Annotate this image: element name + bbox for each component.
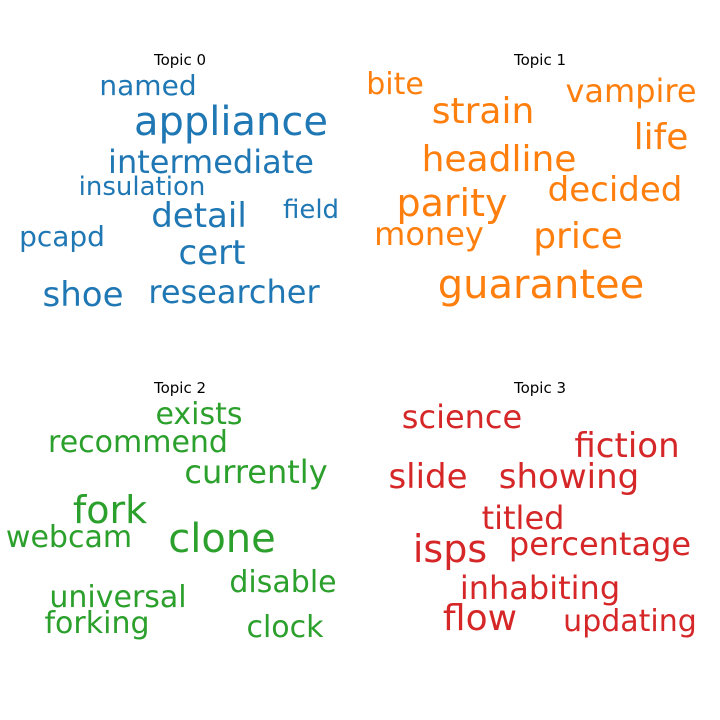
- word-titled: titled: [481, 499, 565, 537]
- word-intermediate: intermediate: [108, 143, 314, 181]
- word-guarantee: guarantee: [437, 262, 645, 308]
- word-forking: forking: [44, 606, 150, 641]
- word-researcher: researcher: [148, 273, 320, 311]
- word-detail: detail: [151, 196, 247, 236]
- word-universal: universal: [49, 580, 187, 615]
- word-exists: exists: [155, 397, 243, 432]
- word-clock: clock: [246, 610, 324, 645]
- word-fiction: fiction: [574, 426, 680, 466]
- word-parity: parity: [396, 181, 508, 225]
- word-cert: cert: [178, 233, 246, 273]
- word-bite: bite: [366, 67, 424, 102]
- word-money: money: [374, 215, 484, 253]
- word-currently: currently: [184, 453, 328, 491]
- panel-topic-3: Topic 3 isps percentage fiction inhabiting t…: [360, 328, 720, 688]
- word-inhabiting: inhabiting: [459, 569, 621, 607]
- panel-title: Topic 1: [513, 51, 567, 69]
- panel-title: Topic 0: [153, 51, 207, 69]
- word-appliance: appliance: [134, 99, 328, 145]
- panel-topic-2: Topic 2 clone fork currently recommend unive…: [0, 328, 360, 688]
- word-recommend: recommend: [48, 425, 228, 460]
- panel-topic-0: Topic 0 appliance intermediate detail cert r…: [0, 0, 360, 360]
- word-showing: showing: [498, 457, 640, 497]
- word-price: price: [533, 216, 623, 257]
- word-percentage: percentage: [508, 525, 692, 563]
- word-vampire: vampire: [565, 72, 697, 110]
- word-updating: updating: [563, 604, 697, 639]
- word-isps: isps: [412, 527, 488, 571]
- word-headline: headline: [421, 139, 577, 180]
- word-life: life: [633, 117, 689, 158]
- word-named: named: [99, 69, 197, 102]
- panel-title: Topic 3: [513, 379, 567, 397]
- word-clone: clone: [168, 516, 276, 562]
- word-shoe: shoe: [42, 275, 124, 315]
- word-flow: flow: [442, 598, 518, 639]
- word-pcapd: pcapd: [19, 220, 105, 253]
- word-decided: decided: [547, 170, 683, 210]
- word-insulation: insulation: [78, 172, 206, 202]
- word-field: field: [282, 195, 340, 225]
- panel-title: Topic 2: [153, 379, 207, 397]
- word-science: science: [401, 398, 523, 436]
- word-disable: disable: [229, 565, 337, 600]
- word-webcam: webcam: [5, 520, 133, 555]
- word-strain: strain: [431, 91, 535, 132]
- word-fork: fork: [72, 488, 148, 532]
- panel-topic-1: Topic 1 guarantee headline parity strain pri…: [360, 0, 720, 360]
- word-slide: slide: [388, 457, 468, 497]
